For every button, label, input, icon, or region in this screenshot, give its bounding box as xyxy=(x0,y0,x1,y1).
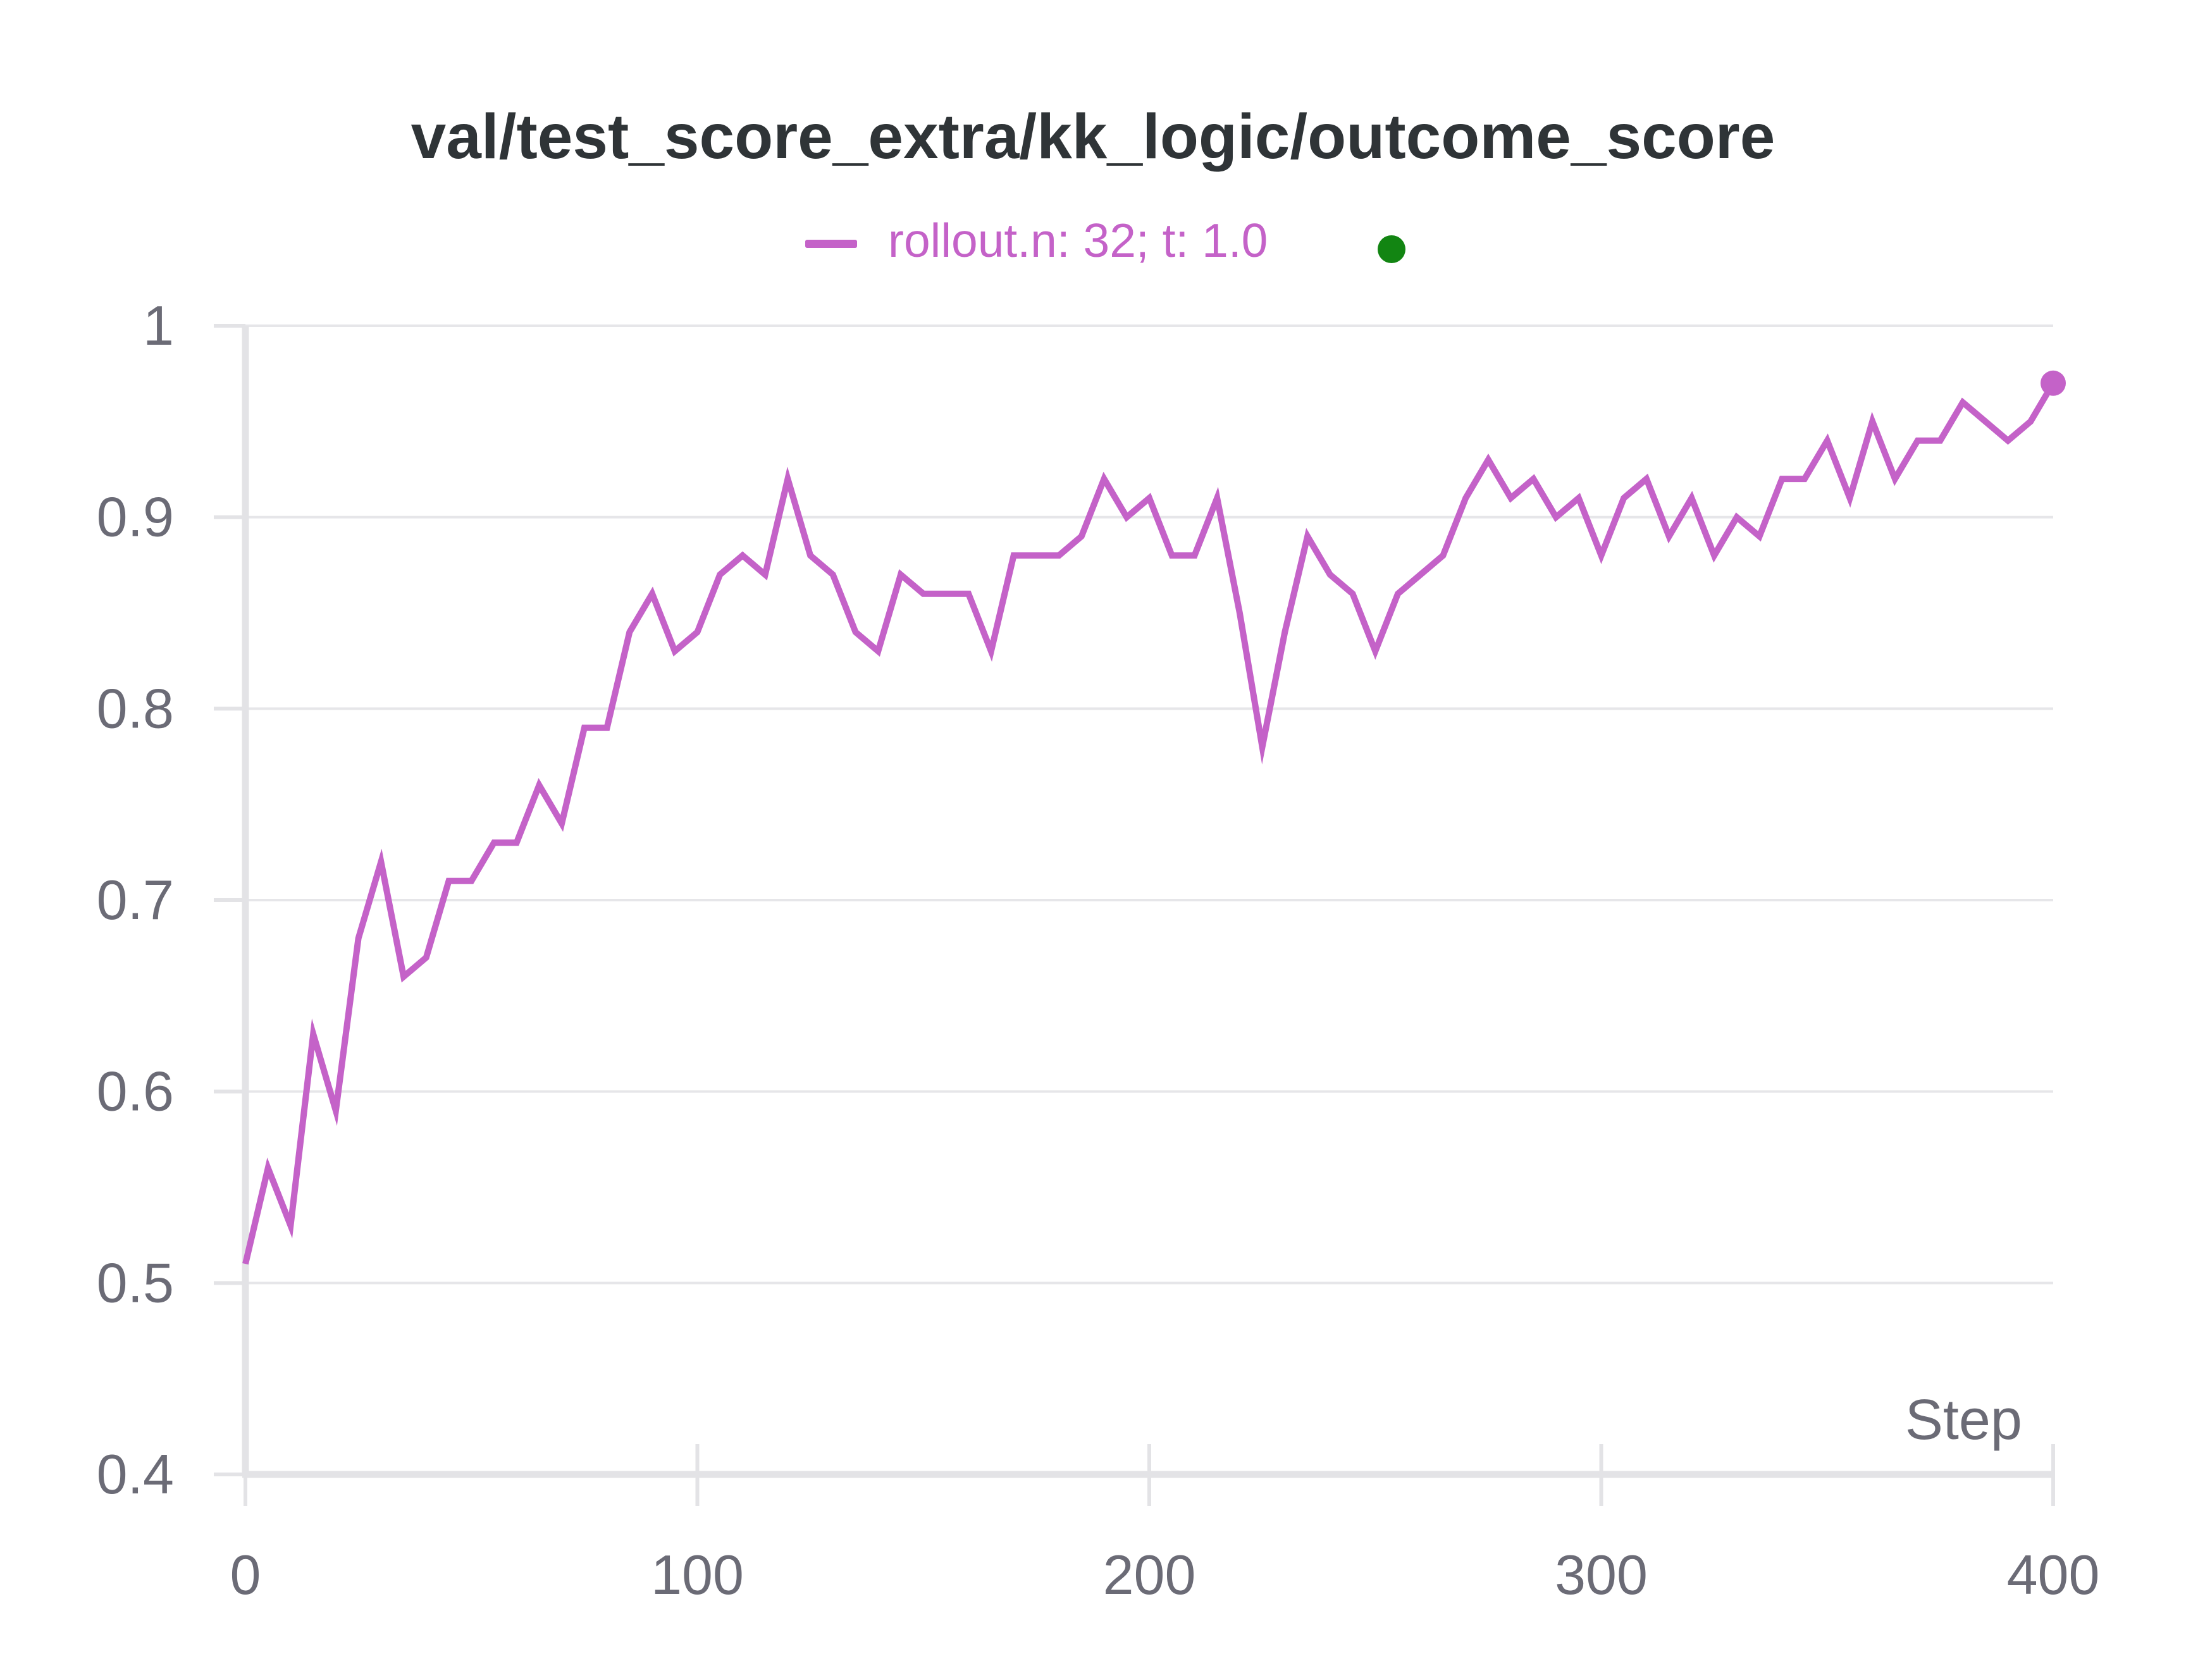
status-dot-icon xyxy=(1378,235,1405,263)
y-tick-label: 0.7 xyxy=(97,868,174,931)
x-tick-label: 300 xyxy=(1555,1543,1648,1606)
legend[interactable]: rollout.n: 32; t: 1.0 xyxy=(805,214,1405,267)
x-tick-label: 200 xyxy=(1103,1543,1196,1606)
x-tick-label: 400 xyxy=(2007,1543,2100,1606)
y-axis-ticks: 0.4 0.5 0.6 0.7 0.8 0.9 1 xyxy=(97,294,245,1505)
legend-swatch xyxy=(805,240,857,248)
y-tick-label: 0.8 xyxy=(97,677,174,739)
chart-title: val/test_score_extra/kk_logic/outcome_sc… xyxy=(411,101,1775,172)
x-tick-label: 0 xyxy=(230,1543,261,1606)
x-axis-title: Step xyxy=(1905,1388,2022,1452)
series-group xyxy=(242,370,2066,1265)
legend-series-label: rollout.n: 32; t: 1.0 xyxy=(888,214,1268,267)
y-tick-label: 0.5 xyxy=(97,1251,174,1314)
x-tick-label: 100 xyxy=(651,1543,744,1606)
y-tick-label: 0.9 xyxy=(97,486,174,548)
series-line xyxy=(242,381,2056,1265)
x-axis-ticks: 0 100 200 300 400 xyxy=(230,1444,2100,1606)
series-end-point xyxy=(2041,370,2066,396)
y-tick-label: 1 xyxy=(143,294,174,357)
y-tick-label: 0.6 xyxy=(97,1060,174,1123)
gridlines xyxy=(245,324,2053,1285)
y-tick-label: 0.4 xyxy=(97,1443,174,1505)
